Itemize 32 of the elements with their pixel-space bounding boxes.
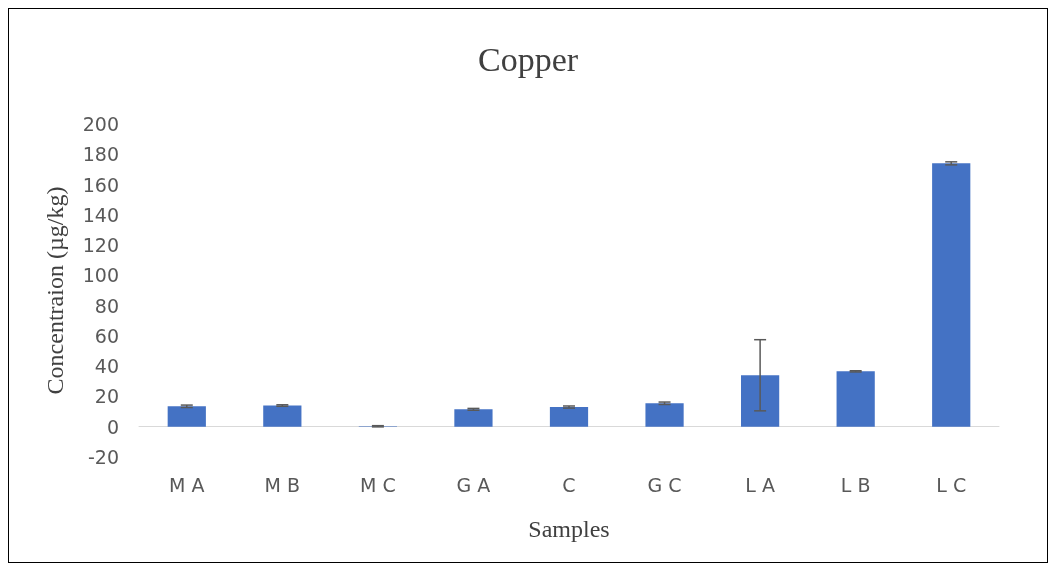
x-tick-label: G A: [456, 473, 491, 496]
bar: [549, 407, 589, 427]
x-tick-label: L A: [745, 473, 775, 496]
y-tick-label: 20: [94, 385, 119, 408]
bar: [167, 406, 206, 427]
y-tick-label: 80: [94, 294, 119, 317]
y-tick-label: 180: [82, 143, 119, 166]
y-tick-label: 120: [82, 234, 119, 257]
y-tick-label: 160: [82, 173, 119, 196]
y-tick-label: 60: [94, 324, 119, 347]
chart-title: Copper: [477, 40, 579, 78]
bar: [836, 371, 875, 427]
bar: [932, 163, 971, 427]
bar: [741, 375, 780, 427]
x-tick-label: M A: [169, 473, 205, 496]
bar: [645, 403, 684, 427]
x-tick-label: M B: [264, 473, 301, 496]
bar: [454, 409, 493, 427]
y-axis-title: Concentraion (µg/kg): [42, 186, 68, 395]
x-tick-label: M C: [360, 473, 396, 496]
x-tick-label: L C: [936, 473, 967, 496]
x-tick-label: C: [562, 473, 576, 496]
y-tick-label: -20: [87, 446, 119, 468]
bar: [263, 405, 302, 427]
y-tick-label: 40: [94, 355, 119, 378]
y-tick-label: 140: [82, 203, 119, 226]
x-axis-title: Samples: [528, 516, 610, 542]
y-tick-label: 100: [82, 264, 119, 287]
x-tick-label: G C: [647, 473, 682, 496]
y-tick-label: 200: [82, 113, 119, 135]
x-tick-label: L B: [840, 473, 871, 496]
y-tick-label: 0: [106, 415, 119, 438]
